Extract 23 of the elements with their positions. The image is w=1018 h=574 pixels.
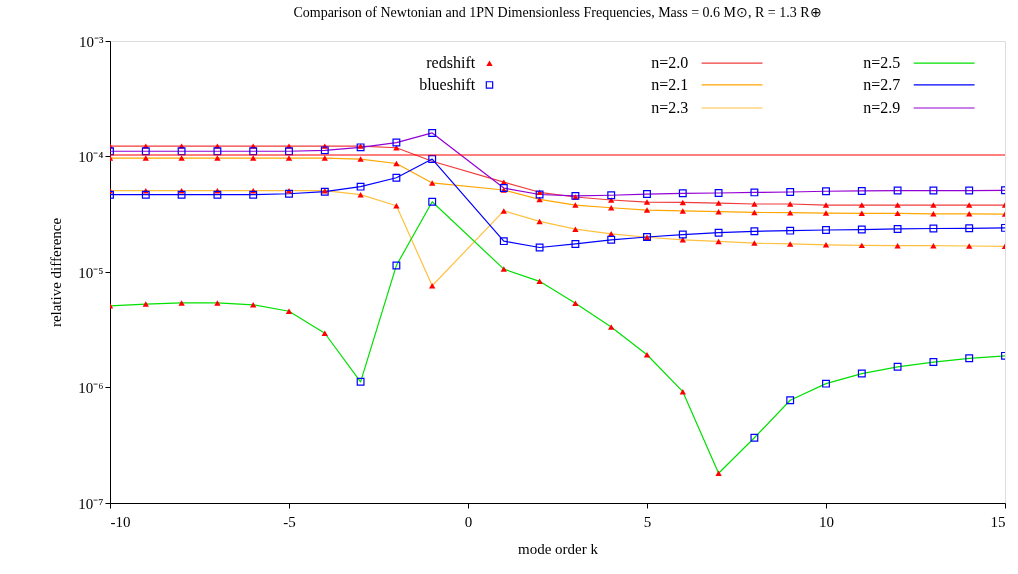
- legend-label: n=2.5: [863, 54, 901, 72]
- y-tick-label: 10⁻⁶: [78, 380, 104, 396]
- y-axis-title: relative difference: [48, 217, 65, 328]
- legend-label: n=2.9: [863, 98, 901, 116]
- x-axis-title: mode order k: [518, 540, 599, 557]
- y-tick-label: 10⁻⁴: [78, 149, 104, 165]
- legend-label: n=2.0: [651, 54, 689, 72]
- x-tick-label: -5: [283, 513, 296, 530]
- y-tick-label: 10⁻⁵: [78, 264, 104, 281]
- y-tick-label: 10⁻³: [79, 33, 104, 50]
- legend-label: n=2.7: [863, 75, 901, 93]
- x-tick-label: 0: [464, 513, 473, 530]
- x-tick-label: -10: [110, 513, 131, 530]
- y-tick-label: 10⁻⁷: [78, 495, 104, 512]
- legend-label: redshift: [426, 54, 476, 72]
- line-series: [110, 157, 1005, 215]
- legend-label: blueshift: [419, 75, 476, 93]
- x-tick-label: 10: [819, 513, 834, 530]
- legend-label: n=2.3: [651, 98, 689, 116]
- chart-title: Comparison of Newtonian and 1PN Dimensionless Frequencies, Mass = 0.6 M⊙, R = 1.3 R⊕: [293, 5, 822, 20]
- legend-label: n=2.1: [651, 75, 689, 93]
- x-tick-label: 5: [643, 513, 652, 530]
- x-tick-label: 15: [990, 513, 1006, 530]
